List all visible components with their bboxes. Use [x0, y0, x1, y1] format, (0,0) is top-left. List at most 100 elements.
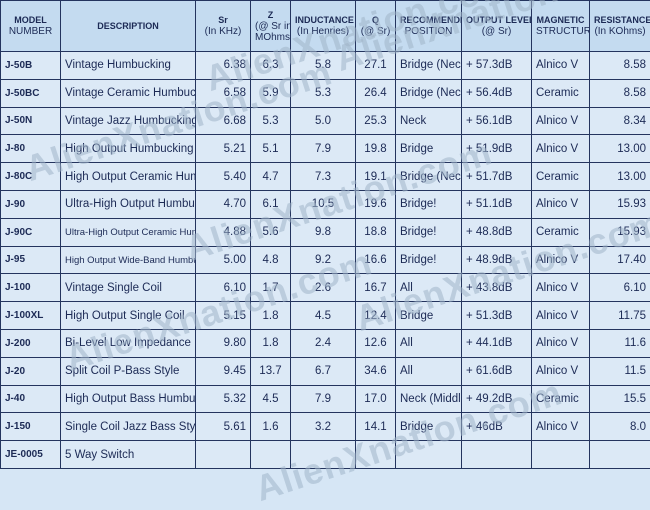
- cell-text: 6.58: [224, 87, 246, 99]
- cell-text: J-40: [5, 393, 25, 404]
- table-cell: J-80: [1, 135, 61, 163]
- cell-text: Ultra-High Output Ceramic Humbucking: [65, 227, 196, 238]
- table-cell: [356, 441, 396, 469]
- cell-text: J-20: [5, 366, 25, 377]
- table-cell: + 48.9dB: [462, 246, 532, 274]
- table-cell: J-100XL: [1, 302, 61, 330]
- table-cell: Bridge: [396, 413, 462, 441]
- table-cell: 9.45: [196, 357, 251, 385]
- table-cell: [462, 441, 532, 469]
- cell-text: Alnico V: [536, 115, 578, 127]
- table-cell: 13.00: [590, 135, 650, 163]
- table-cell: 16.7: [356, 274, 396, 302]
- cell-text: 12.4: [364, 310, 386, 322]
- cell-text: Bridge!: [400, 254, 436, 266]
- cell-text: Ultra-High Output Humbucking: [65, 198, 196, 210]
- table-cell: + 44.1dB: [462, 329, 532, 357]
- table-cell: + 51.7dB: [462, 163, 532, 191]
- cell-text: + 61.6dB: [466, 365, 512, 377]
- cell-text: Bridge: [400, 143, 433, 155]
- cell-text: Ceramic: [536, 171, 579, 183]
- cell-text: + 48.9dB: [466, 254, 512, 266]
- cell-text: 5.1: [263, 143, 279, 155]
- cell-text: J-80C: [5, 171, 32, 182]
- header-text: (@ Sr): [361, 26, 391, 37]
- cell-text: 4.88: [224, 226, 246, 238]
- cell-text: 13.00: [617, 143, 646, 155]
- table-cell: Ceramic: [532, 163, 590, 191]
- header-text: POSITION: [405, 26, 453, 37]
- table-cell: 10.5: [291, 190, 356, 218]
- table-cell: + 49.2dB: [462, 385, 532, 413]
- cell-text: High Output Humbucking: [65, 143, 193, 155]
- header-text: MOhms): [255, 32, 291, 43]
- cell-text: 6.1: [263, 198, 279, 210]
- table-cell: 16.6: [356, 246, 396, 274]
- cell-text: J-90: [5, 199, 25, 210]
- table-cell: 3.2: [291, 413, 356, 441]
- table-cell: Alnico V: [532, 329, 590, 357]
- cell-text: 9.2: [315, 254, 331, 266]
- table-cell: 5.8: [291, 52, 356, 80]
- table-cell: 8.34: [590, 107, 650, 135]
- table-cell: Ceramic: [532, 218, 590, 246]
- table-cell: 15.93: [590, 218, 650, 246]
- table-cell: 1.7: [251, 274, 291, 302]
- table-cell: 5.1: [251, 135, 291, 163]
- cell-text: Vintage Jazz Humbucking: [65, 115, 196, 127]
- cell-text: Alnico V: [536, 254, 578, 266]
- table-cell: [196, 441, 251, 469]
- cell-text: High Output Ceramic Humbucking: [65, 171, 196, 183]
- cell-text: Vintage Ceramic Humbucking: [65, 87, 196, 99]
- table-cell: Alnico V: [532, 246, 590, 274]
- cell-text: 5.32: [224, 393, 246, 405]
- table-cell: Alnico V: [532, 302, 590, 330]
- table-cell: High Output Ceramic Humbucking: [61, 163, 196, 191]
- cell-text: 9.45: [224, 365, 246, 377]
- cell-text: 5.15: [224, 310, 246, 322]
- cell-text: 15.93: [617, 198, 646, 210]
- table-cell: 8.58: [590, 52, 650, 80]
- header-cell: Sr(In KHz): [196, 1, 251, 52]
- table-cell: 5.6: [251, 218, 291, 246]
- cell-text: + 51.3dB: [466, 310, 512, 322]
- table-cell: 6.10: [196, 274, 251, 302]
- cell-text: 6.68: [224, 115, 246, 127]
- cell-text: 17.0: [364, 393, 386, 405]
- cell-text: 7.9: [315, 393, 331, 405]
- table-cell: Ultra-High Output Ceramic Humbucking: [61, 218, 196, 246]
- page: {"table":{"header":[["MODEL","NUMBER"],[…: [0, 0, 650, 469]
- table-cell: [532, 441, 590, 469]
- cell-text: J-200: [5, 338, 31, 349]
- table-cell: Bridge!: [396, 190, 462, 218]
- table-cell: Alnico V: [532, 107, 590, 135]
- cell-text: 4.5: [263, 393, 279, 405]
- table-cell: Ceramic: [532, 79, 590, 107]
- cell-text: 16.6: [364, 254, 386, 266]
- table-cell: Bridge (Neck): [396, 52, 462, 80]
- header-cell: DESCRIPTION: [61, 1, 196, 52]
- table-cell: 9.2: [291, 246, 356, 274]
- table-cell: Bridge (Neck): [396, 79, 462, 107]
- cell-text: 6.3: [263, 59, 279, 71]
- table-cell: Alnico V: [532, 190, 590, 218]
- cell-text: 6.38: [224, 59, 246, 71]
- cell-text: 4.5: [315, 310, 331, 322]
- cell-text: All: [400, 337, 413, 349]
- cell-text: + 51.7dB: [466, 171, 512, 183]
- table-cell: 6.7: [291, 357, 356, 385]
- cell-text: + 56.4dB: [466, 87, 512, 99]
- table-cell: 6.58: [196, 79, 251, 107]
- table-cell: 1.8: [251, 302, 291, 330]
